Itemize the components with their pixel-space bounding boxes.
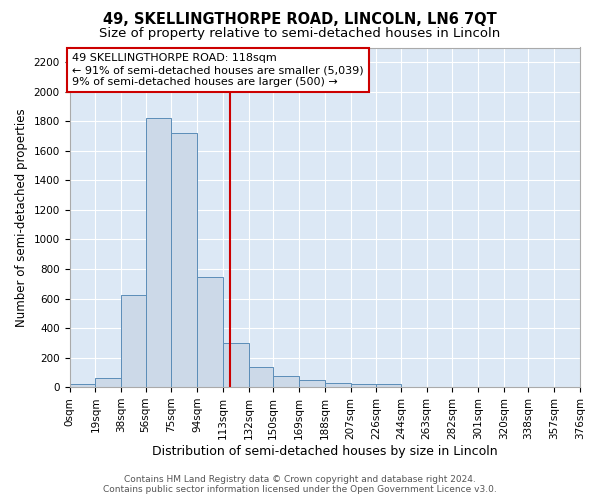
Bar [376,384,401,387]
Bar [325,384,350,387]
Bar [146,118,172,387]
Bar [249,367,273,387]
Bar [121,295,146,387]
X-axis label: Distribution of semi-detached houses by size in Lincoln: Distribution of semi-detached houses by … [152,444,497,458]
Bar [350,384,376,387]
Bar [223,343,249,387]
Bar [95,378,121,387]
Bar [273,376,299,387]
Bar [70,384,95,387]
Bar [299,380,325,387]
Text: Size of property relative to semi-detached houses in Lincoln: Size of property relative to semi-detach… [100,28,500,40]
Text: 49, SKELLINGTHORPE ROAD, LINCOLN, LN6 7QT: 49, SKELLINGTHORPE ROAD, LINCOLN, LN6 7Q… [103,12,497,28]
Bar [197,277,223,387]
Text: Contains HM Land Registry data © Crown copyright and database right 2024.
Contai: Contains HM Land Registry data © Crown c… [103,474,497,494]
Y-axis label: Number of semi-detached properties: Number of semi-detached properties [15,108,28,326]
Bar [172,133,197,387]
Text: 49 SKELLINGTHORPE ROAD: 118sqm
← 91% of semi-detached houses are smaller (5,039): 49 SKELLINGTHORPE ROAD: 118sqm ← 91% of … [72,54,364,86]
